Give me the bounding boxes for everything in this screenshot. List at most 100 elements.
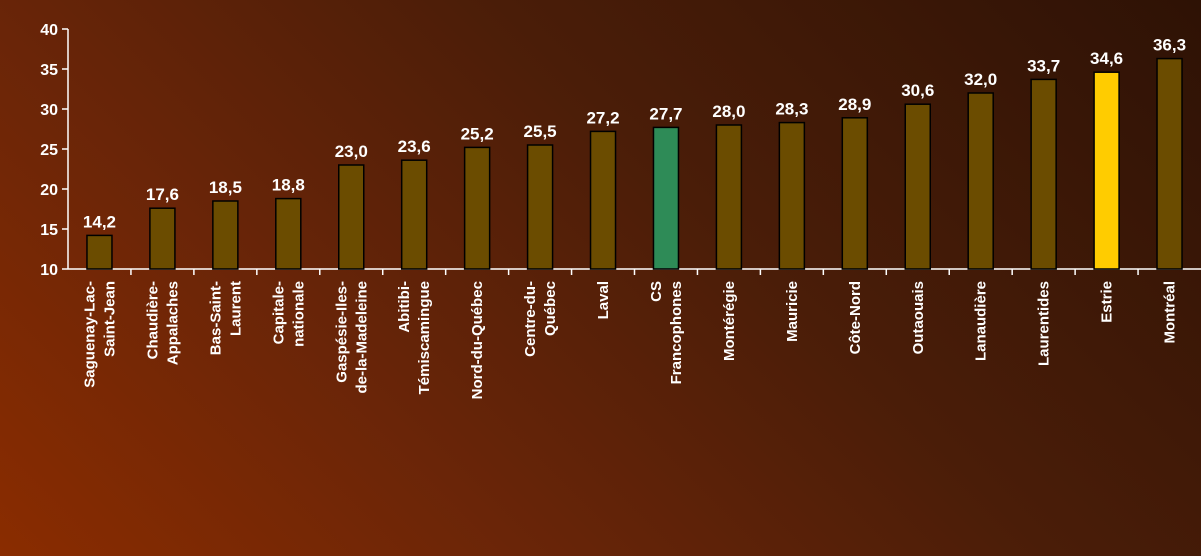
bar-value-label: 23,6: [398, 137, 431, 156]
bar-value-label: 32,0: [964, 70, 997, 89]
bar: [904, 103, 931, 270]
category-label: Centre-du- Québec: [522, 281, 559, 357]
category-label: Gaspésie-Iles-de-la-Madeleine: [333, 281, 370, 394]
bar: [1156, 57, 1183, 270]
category-label-line: CS: [648, 281, 665, 302]
bar-value-label: 18,8: [272, 176, 305, 195]
category-label-line: Montréal: [1162, 281, 1179, 344]
bar-value-label: 34,6: [1090, 49, 1123, 68]
category-label-text: Estrie: [1099, 281, 1116, 323]
category-label: Chaudière- Appalaches: [144, 281, 181, 365]
category-label-text: Abitibi- Témiscamingue: [396, 281, 433, 394]
category-label: Capitale-nationale: [270, 281, 307, 347]
category-label-text: Bas-Saint- Laurent: [207, 281, 244, 355]
y-tick-label: 30: [40, 102, 58, 119]
bar: [589, 130, 617, 270]
bar-value-label: 17,6: [146, 185, 179, 204]
category-label: Montréal: [1162, 281, 1179, 344]
category-label-line: Laval: [595, 281, 612, 319]
category-label-line: Abitibi-: [396, 281, 413, 333]
category-label-line: Chaudière-: [144, 281, 161, 359]
category-label: Abitibi- Témiscamingue: [396, 281, 433, 394]
category-label-line: Saint-Jean: [101, 281, 118, 357]
category-label-line: Saguenay-Lac-: [81, 281, 98, 388]
category-label-line: Témiscamingue: [416, 281, 433, 394]
bar-value-label: 33,7: [1027, 56, 1060, 75]
bar: [778, 121, 806, 270]
category-label-line: Capitale-: [270, 281, 287, 344]
bar-value-label: 27,7: [649, 104, 682, 123]
y-tick-label: 40: [40, 22, 58, 39]
category-label-line: Montérégie: [721, 281, 738, 361]
bar: [652, 126, 680, 270]
bar: [1030, 78, 1057, 270]
category-labels-group: Saguenay-Lac- Saint-Jean Chaudière- Appalac…: [81, 281, 1178, 399]
category-label-line: Francophones: [668, 281, 685, 384]
bar: [841, 117, 869, 270]
category-label-line: Côte-Nord: [847, 281, 864, 354]
category-label-line: nationale: [290, 281, 307, 347]
bar-value-label: 28,9: [838, 95, 871, 114]
bar-value-label: 27,2: [586, 108, 619, 127]
category-label: Laurentides: [1036, 281, 1053, 366]
category-label-text: Outaouais: [910, 281, 927, 354]
bar: [463, 146, 491, 270]
category-label-text: CS Francophones: [648, 281, 685, 384]
category-label: Estrie: [1099, 281, 1116, 323]
bar-value-label: 30,6: [901, 81, 934, 100]
bar: [212, 200, 239, 270]
category-label: Lanaudière: [973, 281, 990, 361]
bar-value-label: 23,0: [335, 142, 368, 161]
category-label-line: Laurentides: [1036, 281, 1053, 366]
category-label: Mauricie: [784, 281, 801, 342]
bar-value-label: 25,5: [524, 122, 557, 141]
category-label: Côte-Nord: [847, 281, 864, 354]
category-label-line: Nord-du-Québec: [469, 281, 486, 399]
bar: [715, 124, 743, 270]
category-label-text: Mauricie: [784, 281, 801, 342]
category-label-text: Gaspésie-Iles-de-la-Madeleine: [333, 281, 370, 394]
bar: [338, 164, 365, 270]
category-label-text: Capitale-nationale: [270, 281, 307, 347]
category-label-text: Montréal: [1162, 281, 1179, 344]
category-label-line: Laurent: [227, 281, 244, 336]
bar: [967, 92, 994, 270]
bar: [149, 207, 176, 270]
category-label-text: Laurentides: [1036, 281, 1053, 366]
category-label-text: Saguenay-Lac- Saint-Jean: [81, 281, 118, 388]
category-label-line: Centre-du-: [522, 281, 539, 357]
bar: [400, 159, 428, 270]
category-label-text: Centre-du- Québec: [522, 281, 559, 357]
category-label: Bas-Saint- Laurent: [207, 281, 244, 355]
category-label-line: Québec: [542, 281, 559, 336]
category-label-line: de-la-Madeleine: [353, 281, 370, 394]
bar: [86, 234, 113, 270]
category-label: CS Francophones: [648, 281, 685, 384]
category-label-line: Estrie: [1099, 281, 1116, 323]
category-label-text: Côte-Nord: [847, 281, 864, 354]
bars-group: [86, 57, 1183, 270]
category-label-line: Outaouais: [910, 281, 927, 354]
y-tick-label: 25: [40, 142, 58, 159]
category-label: Saguenay-Lac- Saint-Jean: [81, 281, 118, 388]
bar: [1093, 71, 1120, 270]
bar-value-label: 25,2: [461, 124, 494, 143]
category-label-text: Laval: [595, 281, 612, 319]
category-label-text: Nord-du-Québec: [469, 281, 486, 399]
y-tick-label: 10: [40, 262, 58, 279]
y-tick-label: 20: [40, 182, 58, 199]
category-label-text: Montérégie: [721, 281, 738, 361]
category-label-line: Mauricie: [784, 281, 801, 342]
value-labels-group: 14,2 17,6 18,5 18,8 23,0 23,6 25,2 25,5 27,2 27,7…: [83, 36, 1186, 232]
y-tick-label: 15: [40, 222, 58, 239]
bar-value-label: 28,3: [775, 100, 808, 119]
category-label-line: Lanaudière: [973, 281, 990, 361]
category-label-text: Lanaudière: [973, 281, 990, 361]
y-tick-label: 35: [40, 62, 58, 79]
bar-value-label: 28,0: [712, 102, 745, 121]
bar-value-label: 36,3: [1153, 36, 1186, 55]
category-label-line: Appalaches: [164, 281, 181, 365]
category-label: Nord-du-Québec: [469, 281, 486, 399]
